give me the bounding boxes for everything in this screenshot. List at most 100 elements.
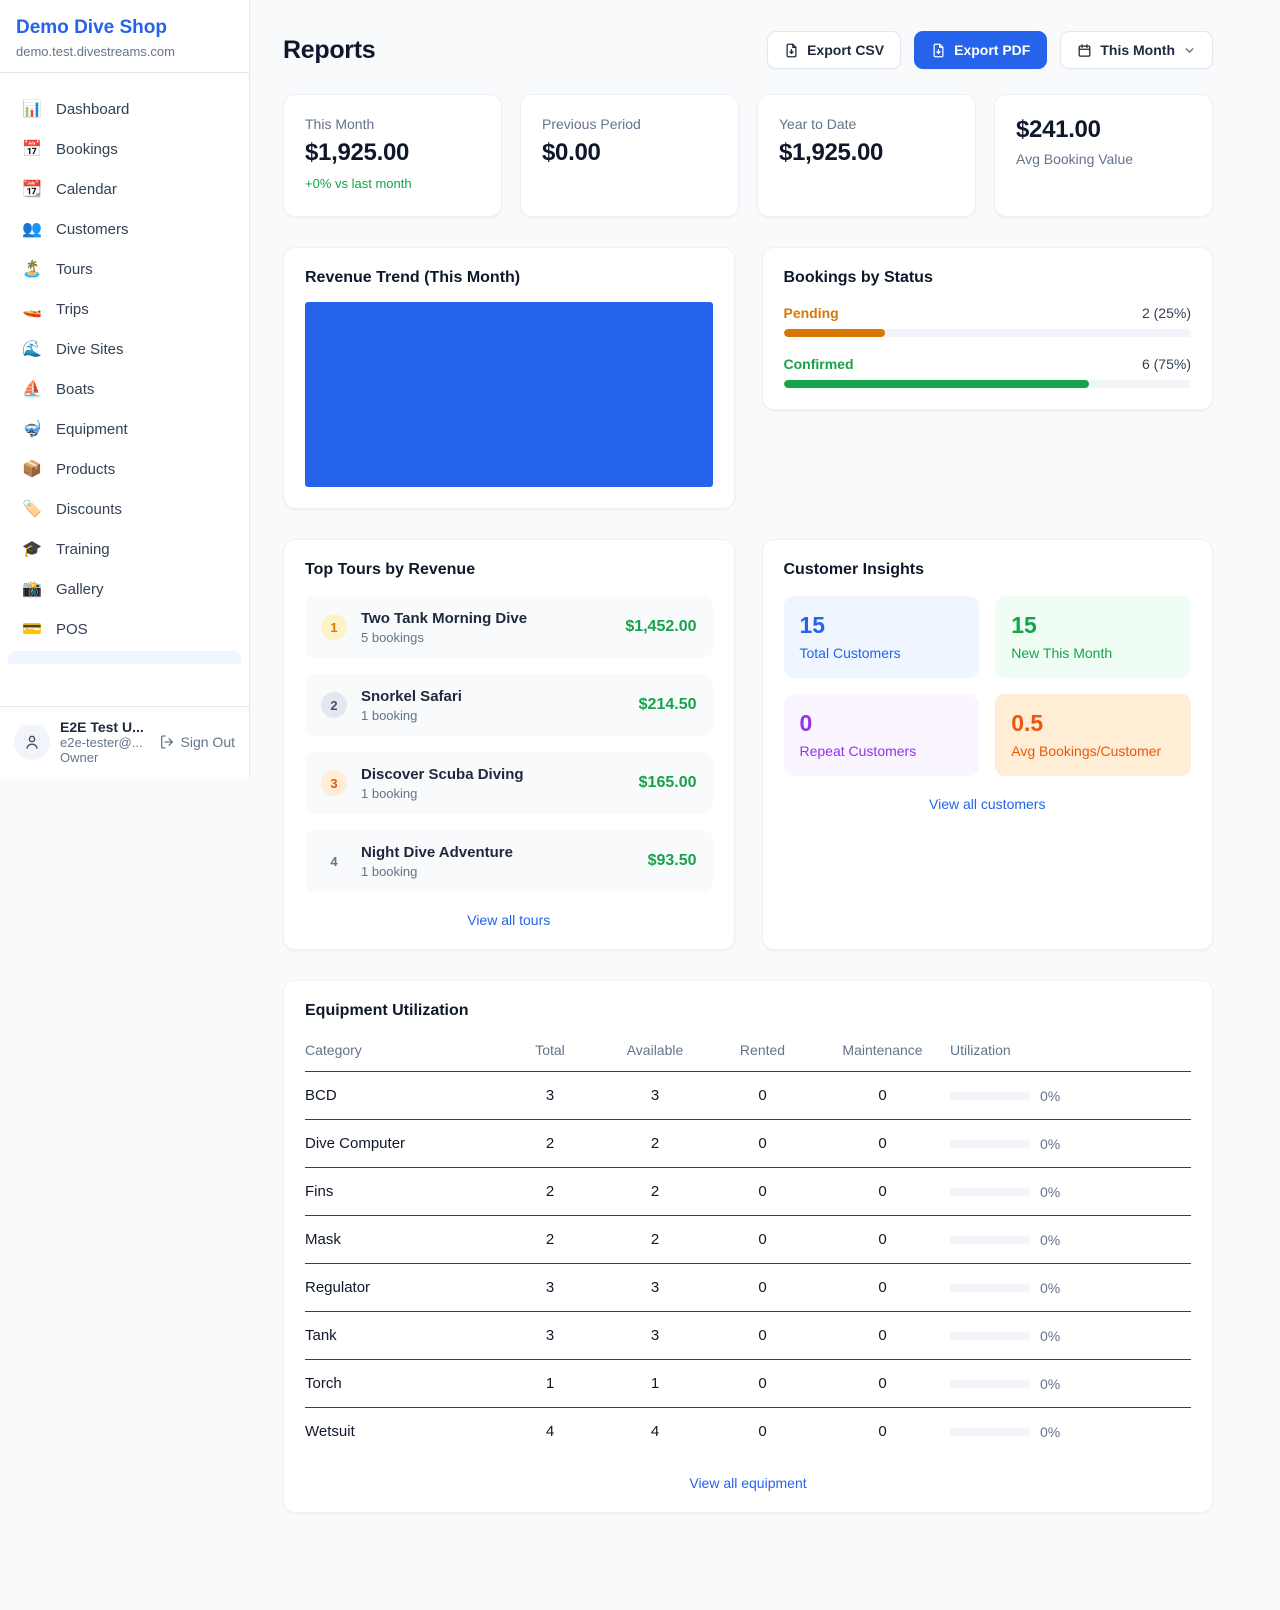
bar-chart-icon: 📊: [22, 100, 42, 118]
sidebar-item-discounts[interactable]: 🏷️ Discounts: [8, 491, 241, 528]
tour-name: Discover Scuba Diving: [361, 765, 524, 783]
equip-total: 3: [500, 1263, 600, 1312]
period-select[interactable]: This Month: [1060, 31, 1213, 69]
tour-revenue: $93.50: [647, 852, 697, 869]
utilization-bar-track: [950, 1283, 1030, 1292]
tearoff-calendar-icon: 📆: [22, 180, 42, 198]
graduation-cap-icon: 🎓: [22, 540, 42, 558]
equipment-row: Tank 3 3 0 0 0%: [305, 1311, 1191, 1360]
utilization-cell: 0%: [950, 1232, 1191, 1248]
status-bar-track: [783, 329, 1191, 337]
equip-category: Wetsuit: [305, 1423, 355, 1440]
rank-badge: 3: [321, 770, 347, 796]
bookings-status-card: Bookings by Status Pending 2 (25%) C: [761, 247, 1213, 410]
equip-category: Dive Computer: [305, 1119, 500, 1168]
equip-total: 3: [500, 1071, 600, 1120]
utilization-cell: 0%: [950, 1184, 1191, 1200]
tile-repeat-customers: 0 Repeat Customers: [783, 694, 980, 776]
equip-rented: 0: [710, 1263, 815, 1312]
equip-total: 4: [545, 1423, 555, 1440]
tag-icon: 🏷️: [22, 500, 42, 518]
equip-available: 2: [600, 1215, 710, 1264]
sidebar-item-calendar[interactable]: 📆 Calendar: [8, 171, 241, 208]
sidebar-item-bookings[interactable]: 📅 Bookings: [8, 131, 241, 168]
tour-revenue: $1,452.00: [625, 618, 697, 635]
sidebar-item-trips[interactable]: 🚤 Trips: [8, 291, 241, 328]
utilization-bar-track: [950, 1139, 1030, 1148]
status-label: Confirmed: [783, 356, 854, 372]
equip-available: 3: [600, 1311, 710, 1360]
brand-header: Demo Dive Shop demo.test.divestreams.com: [0, 0, 249, 73]
sidebar-item-equipment[interactable]: 🤿 Equipment: [8, 411, 241, 448]
utilization-cell: 0%: [950, 1424, 1191, 1440]
tour-bookings: 1 booking: [361, 785, 418, 801]
user-meta: E2E Test U... e2e-tester@... Owner: [60, 719, 144, 765]
stat-card-year-to-date: Year to Date $1,925.00: [757, 94, 976, 217]
sidebar-item-label: Equipment: [56, 421, 128, 438]
stat-value: $241.00: [1016, 116, 1101, 143]
col-available: Available: [600, 1034, 710, 1072]
equip-maintenance: 0: [815, 1215, 950, 1264]
equip-total: 1: [500, 1359, 600, 1408]
stat-value: $1,925.00: [305, 139, 410, 166]
export-csv-label: Export CSV: [807, 42, 885, 58]
tile-label: Repeat Customers: [799, 743, 917, 759]
tour-list-item: 3 Discover Scuba Diving 1 booking $165.0…: [305, 752, 713, 814]
desert-island-icon: 🏝️: [22, 260, 42, 278]
equip-total: 3: [500, 1311, 600, 1360]
sidebar-item-pos[interactable]: 💳 POS: [8, 611, 241, 648]
utilization-cell: 0%: [950, 1328, 1191, 1344]
sidebar-item-products[interactable]: 📦 Products: [8, 451, 241, 488]
tile-label: Total Customers: [799, 645, 901, 661]
page-title: Reports: [283, 35, 376, 64]
stat-label: Avg Booking Value: [1016, 151, 1134, 167]
view-all-customers-link[interactable]: View all customers: [929, 796, 1046, 812]
equip-available: 3: [600, 1071, 710, 1120]
equipment-row: Regulator 3 3 0 0 0%: [305, 1263, 1191, 1312]
utilization-percent: 0%: [1040, 1135, 1061, 1152]
utilization-cell: 0%: [950, 1136, 1191, 1152]
stat-delta: +0% vs last month: [305, 176, 412, 191]
sidebar-item-dive-sites[interactable]: 🌊 Dive Sites: [8, 331, 241, 368]
tour-bookings: 5 bookings: [361, 629, 424, 645]
equip-rented: 0: [710, 1359, 815, 1408]
equipment-header-row: Category Total Available Rented Maintena…: [305, 1034, 1191, 1072]
sidebar-item-reports-partial[interactable]: [8, 651, 241, 664]
rank-badge: 4: [321, 848, 347, 874]
equipment-row: Torch 1 1 0 0 0%: [305, 1359, 1191, 1408]
sidebar-item-customers[interactable]: 👥 Customers: [8, 211, 241, 248]
tour-bookings: 1 booking: [361, 707, 418, 723]
sidebar-item-tours[interactable]: 🏝️ Tours: [8, 251, 241, 288]
row-insights: Top Tours by Revenue 1 Two Tank Morning …: [283, 539, 1213, 950]
tile-avg-bookings: 0.5 Avg Bookings/Customer: [995, 694, 1191, 776]
equip-available: 2: [600, 1167, 710, 1216]
export-csv-button[interactable]: Export CSV: [767, 31, 902, 69]
sidebar-item-dashboard[interactable]: 📊 Dashboard: [8, 91, 241, 128]
sidebar-item-training[interactable]: 🎓 Training: [8, 531, 241, 568]
tour-name: Night Dive Adventure: [361, 843, 513, 861]
sign-out-label: Sign Out: [180, 734, 235, 750]
rank-badge: 1: [321, 614, 347, 640]
export-pdf-button[interactable]: Export PDF: [914, 31, 1048, 69]
view-all-tours-link[interactable]: View all tours: [467, 912, 551, 928]
package-icon: 📦: [22, 460, 42, 478]
utilization-percent: 0%: [1040, 1231, 1061, 1248]
view-all-equipment-link[interactable]: View all equipment: [689, 1475, 807, 1491]
equip-available: 2: [600, 1119, 710, 1168]
tour-list: 1 Two Tank Morning Dive 5 bookings $1,45…: [305, 596, 713, 892]
shop-name: Demo Dive Shop: [16, 17, 167, 38]
equip-category: Torch: [305, 1359, 500, 1408]
equipment-table: Category Total Available Rented Maintena…: [305, 1034, 1191, 1455]
insight-tiles: 15 Total Customers 15 New This Month 0 R…: [783, 596, 1191, 776]
customer-insights-title: Customer Insights: [783, 561, 924, 578]
sidebar-item-label: Dashboard: [56, 101, 130, 118]
top-tours-title: Top Tours by Revenue: [305, 561, 476, 578]
equip-available: 3: [600, 1263, 710, 1312]
utilization-bar-track: [950, 1235, 1030, 1244]
sign-out-button[interactable]: Sign Out: [159, 734, 235, 750]
sidebar-item-gallery[interactable]: 📸 Gallery: [8, 571, 241, 608]
utilization-percent: 0%: [1040, 1279, 1061, 1296]
sidebar-item-boats[interactable]: ⛵ Boats: [8, 371, 241, 408]
stats-row: This Month $1,925.00 +0% vs last month P…: [283, 94, 1213, 217]
utilization-cell: 0%: [950, 1088, 1191, 1104]
